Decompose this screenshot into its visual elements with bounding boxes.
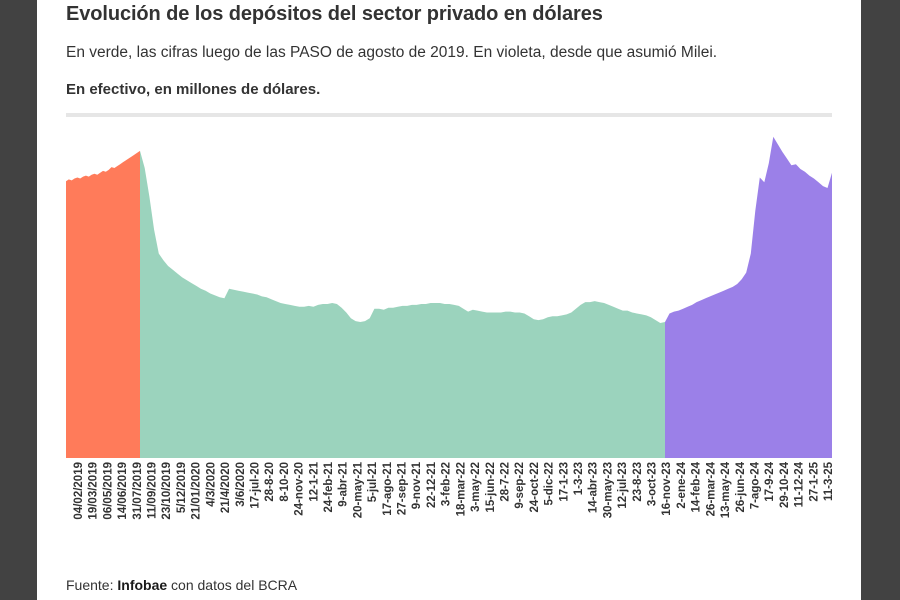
x-axis-tick-labels: 04/02/2019 19/03/2019 06/05/2019 14/06/2019… — [73, 461, 835, 519]
source-suffix: con datos del BCRA — [171, 577, 298, 593]
x-tick-label: 29-10-24 — [779, 461, 791, 508]
x-tick-label: 24-oct-22 — [529, 462, 541, 513]
x-tick-label: 17-9-24 — [764, 461, 776, 501]
x-tick-label: 21/4/2020 — [220, 462, 232, 513]
x-tick-label: 14-abr-23 — [588, 462, 600, 513]
x-tick-label: 23-8-23 — [632, 462, 644, 502]
area-series-group — [66, 136, 832, 458]
x-tick-label: 30-may-23 — [602, 462, 614, 518]
x-tick-label: 14-feb-24 — [691, 461, 703, 512]
x-tick-label: 28-7-22 — [500, 462, 512, 502]
x-tick-label: 22-12-21 — [426, 461, 438, 508]
area-series-3 — [665, 136, 832, 458]
x-tick-label: 31/07/2019 — [132, 462, 144, 520]
unit-label: En efectivo, en millones de dólares. — [66, 81, 321, 98]
x-tick-label: 26-mar-24 — [705, 461, 717, 516]
x-tick-label: 11-3-25 — [823, 461, 835, 501]
x-tick-label: 06/05/2019 — [102, 462, 114, 520]
x-tick-label: 14/06/2019 — [117, 462, 129, 520]
x-tick-label: 15-jun-22 — [485, 462, 497, 513]
area-series-1 — [66, 150, 140, 458]
x-tick-label: 9-abr-21 — [338, 461, 350, 506]
source-prefix: Fuente: — [66, 577, 114, 593]
source-note: Fuente: Infobae con datos del BCRA — [66, 577, 297, 593]
x-tick-label: 12-1-21 — [308, 461, 320, 501]
x-tick-label: 5/12/2019 — [176, 462, 188, 513]
x-tick-label: 3-feb-22 — [441, 462, 453, 506]
header-divider — [66, 113, 832, 117]
x-tick-label: 12-jul-23 — [617, 462, 629, 509]
x-tick-label: 17-ago-21 — [382, 461, 394, 515]
x-tick-label: 28-8-20 — [264, 462, 276, 502]
x-tick-label: 04/02/2019 — [73, 462, 85, 520]
x-tick-label: 17-1-23 — [558, 462, 570, 502]
x-tick-label: 9-sep-22 — [514, 462, 526, 509]
area-chart: 04/02/2019 19/03/2019 06/05/2019 14/06/2019… — [66, 136, 835, 520]
left-dark-margin — [0, 0, 37, 600]
x-tick-label: 27-1-25 — [808, 461, 820, 501]
x-tick-label: 8-10-20 — [279, 462, 291, 502]
x-tick-label: 27-sep-21 — [397, 461, 409, 515]
x-tick-label: 16-nov-23 — [661, 462, 673, 516]
x-tick-label: 20-may-21 — [352, 461, 364, 518]
x-tick-label: 2-ene-24 — [676, 461, 688, 508]
x-tick-label: 24-feb-21 — [323, 461, 335, 512]
source-name: Infobae — [117, 577, 168, 593]
x-tick-label: 13-may-24 — [720, 461, 732, 518]
x-tick-label: 23/10/2019 — [161, 462, 173, 520]
x-tick-label: 4/3/2020 — [205, 462, 217, 507]
x-tick-label: 7-ago-24 — [750, 461, 762, 509]
x-tick-label: 11-12-24 — [794, 461, 806, 507]
x-tick-label: 26-jun-24 — [735, 461, 747, 512]
chart-subtitle: En verde, las cifras luego de las PASO d… — [66, 44, 718, 61]
x-tick-label: 1-3-23 — [573, 462, 585, 495]
x-tick-label: 3-oct-23 — [647, 462, 659, 506]
x-tick-label: 5-jul-21 — [367, 461, 379, 502]
chart-card: Evolución de los depósitos del sector pr… — [37, 0, 861, 600]
x-tick-label: 5-dic-22 — [544, 462, 556, 505]
x-tick-label: 3/6/2020 — [235, 462, 247, 507]
x-tick-label: 18-mar-22 — [455, 462, 467, 516]
x-tick-label: 11/09/2019 — [147, 462, 159, 519]
x-tick-label: 3-may-22 — [470, 462, 482, 512]
area-series-2 — [140, 150, 665, 458]
x-tick-label: 9-nov-21 — [411, 461, 423, 509]
x-tick-label: 21/01/2020 — [191, 462, 203, 520]
x-tick-label: 19/03/2019 — [88, 462, 100, 520]
x-tick-label: 17-jul-20 — [250, 462, 262, 509]
chart-title: Evolución de los depósitos del sector pr… — [66, 3, 603, 25]
x-tick-label: 24-nov-20 — [294, 462, 306, 516]
right-dark-margin — [861, 0, 900, 600]
